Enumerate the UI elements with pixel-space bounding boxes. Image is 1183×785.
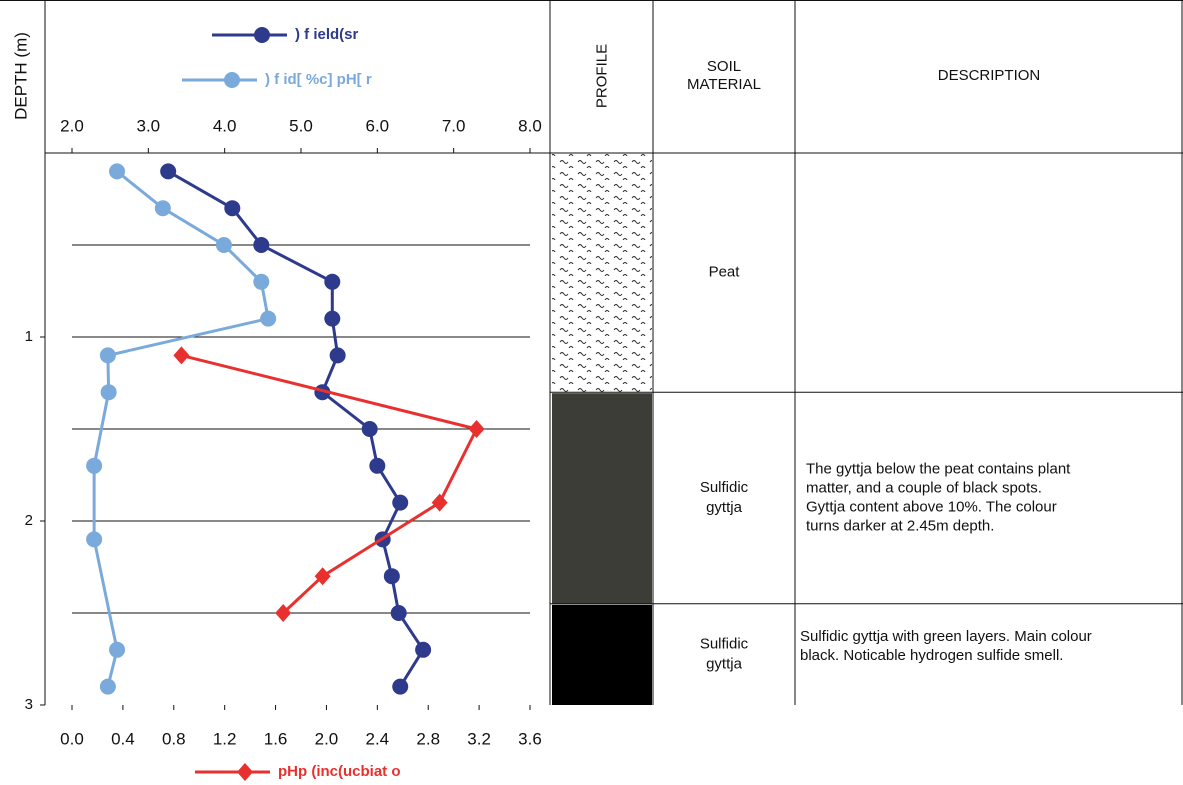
description: Sulfidic gyttja with green layers. Main …	[800, 628, 1092, 645]
soil-material: gyttja	[706, 655, 743, 672]
data-point	[173, 346, 189, 364]
data-point	[392, 495, 408, 511]
x2-tick-label: 0.0	[60, 729, 84, 748]
description: matter, and a couple of black spots.	[806, 479, 1042, 496]
data-point	[216, 237, 232, 253]
x-tick-label: 2.0	[60, 116, 84, 135]
x2-tick-label: 0.4	[111, 729, 135, 748]
data-point	[253, 274, 269, 290]
data-point	[86, 458, 102, 474]
soil-material: Sulfidic	[700, 479, 749, 496]
data-point	[109, 163, 125, 179]
y-tick-label: 3	[25, 696, 33, 713]
x2-tick-label: 2.0	[315, 729, 339, 748]
soil-material: gyttja	[706, 499, 743, 516]
x-tick-label: 4.0	[213, 116, 237, 135]
data-point	[330, 347, 346, 363]
table-header: PROFILE	[593, 44, 610, 108]
legend-label: ) f id[ %c] pH[ r	[265, 71, 372, 88]
table-header: SOIL	[707, 58, 741, 75]
data-point	[100, 679, 116, 695]
profile-layer	[552, 393, 652, 604]
legend-marker	[224, 72, 240, 88]
data-point	[469, 420, 485, 438]
data-point	[100, 347, 116, 363]
data-point	[391, 605, 407, 621]
soil-material: Peat	[709, 264, 741, 281]
description: turns darker at 2.45m depth.	[806, 517, 994, 534]
data-point	[432, 494, 448, 512]
data-point	[224, 200, 240, 216]
legend-marker	[237, 763, 253, 781]
chart: DEPTH (m) 2.0 3.0 4.0 5.0 6.0 7.0 8.0 0.0 0.4 0.8…	[0, 0, 1183, 785]
data-point	[253, 237, 269, 253]
y-tick-label: 1	[25, 328, 33, 345]
table-header: MATERIAL	[687, 76, 761, 93]
x2-tick-label: 0.8	[162, 729, 186, 748]
data-point	[160, 163, 176, 179]
data-point	[415, 642, 431, 658]
x-tick-label: 5.0	[289, 116, 313, 135]
data-point	[324, 274, 340, 290]
x2-tick-label: 1.2	[213, 729, 237, 748]
x2-tick-label: 2.8	[416, 729, 440, 748]
data-point	[155, 200, 171, 216]
profile-layer	[552, 605, 652, 705]
legend-marker	[254, 27, 270, 43]
data-point	[260, 311, 276, 327]
x-tick-label: 8.0	[518, 116, 542, 135]
x-tick-label: 7.0	[442, 116, 466, 135]
data-point	[362, 421, 378, 437]
data-point	[392, 679, 408, 695]
description: The gyttja below the peat contains plant	[806, 460, 1071, 477]
legend-label: ) f ield(sr	[295, 26, 359, 43]
x2-tick-label: 3.6	[518, 729, 542, 748]
data-point	[384, 568, 400, 584]
data-point	[109, 642, 125, 658]
soil-material: Sulfidic	[700, 635, 749, 652]
y-tick-label: 2	[25, 512, 33, 529]
x2-tick-label: 1.6	[264, 729, 288, 748]
x-tick-label: 6.0	[366, 116, 390, 135]
data-point	[101, 384, 117, 400]
data-point	[369, 458, 385, 474]
legend-label: pHp (inc(ucbiat o	[278, 763, 401, 780]
data-point	[324, 311, 340, 327]
description: Gyttja content above 10%. The colour	[806, 498, 1057, 515]
description: black. Noticable hydrogen sulfide smell.	[800, 647, 1063, 664]
x2-tick-label: 3.2	[467, 729, 491, 748]
data-point	[86, 531, 102, 547]
x-tick-label: 3.0	[137, 116, 161, 135]
profile-layer	[552, 154, 652, 392]
table-header: DESCRIPTION	[938, 67, 1041, 84]
y-axis-label: DEPTH (m)	[11, 32, 30, 120]
x2-tick-label: 2.4	[366, 729, 390, 748]
